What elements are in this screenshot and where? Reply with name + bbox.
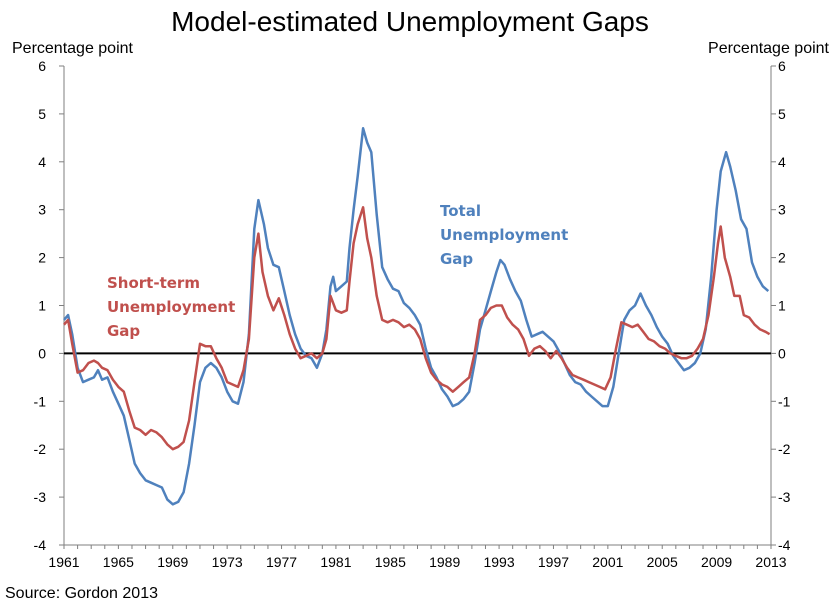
y-tick-label-right: 6 xyxy=(778,58,786,74)
y-tick-label-right: 0 xyxy=(778,345,786,361)
series-line-short-term xyxy=(63,206,771,451)
y-tick-label-left: 6 xyxy=(38,58,46,74)
y-axis-label-left: Percentage point xyxy=(12,40,134,57)
source-note: Source: Gordon 2013 xyxy=(5,585,158,602)
x-tick-label: 1981 xyxy=(320,554,351,570)
x-tick-label: 1985 xyxy=(375,554,406,570)
chart-title: Model-estimated Unemployment Gaps xyxy=(171,6,649,37)
y-tick-label-right: -1 xyxy=(778,393,791,409)
y-tick-label-right: 4 xyxy=(778,154,786,170)
y-tick-label-left: -2 xyxy=(34,441,47,457)
annotation-total: Total Unemployment Gap xyxy=(440,202,568,268)
y-tick-label-left: -3 xyxy=(34,489,47,505)
x-tick-label: 1961 xyxy=(48,554,79,570)
y-tick-label-left: 2 xyxy=(38,250,46,266)
series-lines xyxy=(63,127,771,506)
y-tick-label-left: -4 xyxy=(34,537,47,553)
annotation-short-line-1: Short-term xyxy=(107,274,200,292)
y-tick-label-left: 3 xyxy=(38,202,46,218)
series-line-total xyxy=(63,127,770,506)
y-tick-label-right: -3 xyxy=(778,489,791,505)
y-tick-label-right: 2 xyxy=(778,250,786,266)
x-tick-label: 1969 xyxy=(157,554,188,570)
y-tick-label-right: 5 xyxy=(778,106,786,122)
y-tick-label-right: -4 xyxy=(778,537,791,553)
y-tick-label-left: 0 xyxy=(38,345,46,361)
x-tick-label: 2001 xyxy=(592,554,623,570)
y-tick-label-left: 5 xyxy=(38,106,46,122)
x-tick-label: 1997 xyxy=(538,554,569,570)
x-tick-label: 1989 xyxy=(429,554,460,570)
y-tick-label-right: 1 xyxy=(778,298,786,314)
annotation-total-line-3: Gap xyxy=(440,250,473,268)
x-tick-label: 2009 xyxy=(701,554,732,570)
y-ticks-right: 6 5 4 3 2 1 0 -1 -2 -3 -4 xyxy=(771,58,791,553)
x-tick-label: 2013 xyxy=(755,554,786,570)
annotation-total-line-2: Unemployment xyxy=(440,226,568,244)
y-tick-label-left: 4 xyxy=(38,154,46,170)
y-ticks-left: 6 5 4 3 2 1 0 -1 -2 -3 -4 xyxy=(34,58,64,553)
x-tick-label: 1977 xyxy=(266,554,297,570)
annotation-short: Short-term Unemployment Gap xyxy=(107,274,235,340)
x-tick-label: 1973 xyxy=(212,554,243,570)
x-tick-label: 2005 xyxy=(647,554,678,570)
x-ticks: 1961 1965 1969 1973 1977 1981 1985 1989 1993 1997… xyxy=(48,545,787,570)
x-tick-label: 1993 xyxy=(483,554,514,570)
annotation-total-line-1: Total xyxy=(440,202,481,220)
y-axis-label-right: Percentage point xyxy=(708,40,830,57)
annotation-short-line-3: Gap xyxy=(107,322,140,340)
y-tick-label-left: -1 xyxy=(34,393,47,409)
x-tick-label: 1965 xyxy=(103,554,134,570)
y-tick-label-right: -2 xyxy=(778,441,791,457)
y-tick-label-right: 3 xyxy=(778,202,786,218)
y-tick-label-left: 1 xyxy=(38,298,46,314)
annotation-short-line-2: Unemployment xyxy=(107,298,235,316)
